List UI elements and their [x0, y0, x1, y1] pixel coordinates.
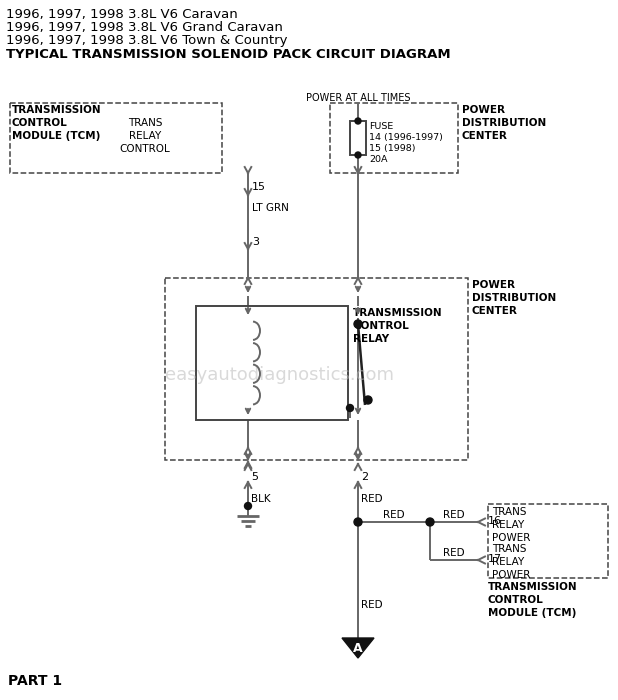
Text: RED: RED	[361, 494, 383, 504]
Bar	[488, 504, 608, 578]
Bar	[330, 103, 458, 173]
Circle shape	[426, 518, 434, 526]
Circle shape	[364, 396, 372, 404]
Circle shape	[347, 405, 353, 412]
Text: 17: 17	[488, 554, 502, 564]
Text: TYPICAL TRANSMISSION SOLENOID PACK CIRCUIT DIAGRAM: TYPICAL TRANSMISSION SOLENOID PACK CIRCU…	[6, 48, 451, 61]
Text: LT GRN: LT GRN	[252, 203, 289, 213]
Text: POWER
DISTRIBUTION
CENTER: POWER DISTRIBUTION CENTER	[462, 105, 546, 141]
Text: FUSE
14 (1996-1997)
15 (1998)
20A: FUSE 14 (1996-1997) 15 (1998) 20A	[369, 122, 443, 164]
Text: RED: RED	[443, 548, 465, 558]
Circle shape	[245, 503, 252, 510]
Text: POWER AT ALL TIMES: POWER AT ALL TIMES	[306, 93, 410, 103]
Text: TRANSMISSION
CONTROL
MODULE (TCM): TRANSMISSION CONTROL MODULE (TCM)	[488, 582, 578, 617]
Text: easyautodiagnostics.com: easyautodiagnostics.com	[166, 366, 394, 384]
Circle shape	[354, 320, 362, 328]
Text: RED: RED	[383, 510, 405, 520]
Text: TRANS
RELAY
POWER: TRANS RELAY POWER	[492, 507, 530, 542]
Text: BLK: BLK	[251, 494, 271, 504]
Circle shape	[355, 118, 361, 124]
Bar	[10, 103, 222, 173]
Bar	[350, 121, 366, 155]
Circle shape	[354, 518, 362, 526]
Bar	[196, 306, 348, 420]
Text: RED: RED	[443, 510, 465, 520]
Text: 5: 5	[251, 472, 258, 482]
Text: 1996, 1997, 1998 3.8L V6 Grand Caravan: 1996, 1997, 1998 3.8L V6 Grand Caravan	[6, 21, 283, 34]
Text: 16: 16	[488, 516, 502, 526]
Bar	[165, 278, 468, 460]
Polygon shape	[342, 638, 374, 658]
Text: TRANS
RELAY
POWER: TRANS RELAY POWER	[492, 544, 530, 580]
Text: TRANSMISSION
CONTROL
MODULE (TCM): TRANSMISSION CONTROL MODULE (TCM)	[12, 105, 101, 141]
Text: 1996, 1997, 1998 3.8L V6 Town & Country: 1996, 1997, 1998 3.8L V6 Town & Country	[6, 34, 287, 47]
Text: A: A	[353, 641, 363, 654]
Text: 15: 15	[252, 182, 266, 192]
Text: TRANSMISSION
CONTROL
RELAY: TRANSMISSION CONTROL RELAY	[353, 308, 442, 344]
Text: RED: RED	[361, 600, 383, 610]
Text: TRANS
RELAY
CONTROL: TRANS RELAY CONTROL	[120, 118, 171, 153]
Circle shape	[355, 152, 361, 158]
Text: 1996, 1997, 1998 3.8L V6 Caravan: 1996, 1997, 1998 3.8L V6 Caravan	[6, 8, 238, 21]
Text: 3: 3	[252, 237, 259, 247]
Text: 2: 2	[361, 472, 368, 482]
Text: POWER
DISTRIBUTION
CENTER: POWER DISTRIBUTION CENTER	[472, 280, 556, 316]
Text: PART 1: PART 1	[8, 674, 62, 688]
